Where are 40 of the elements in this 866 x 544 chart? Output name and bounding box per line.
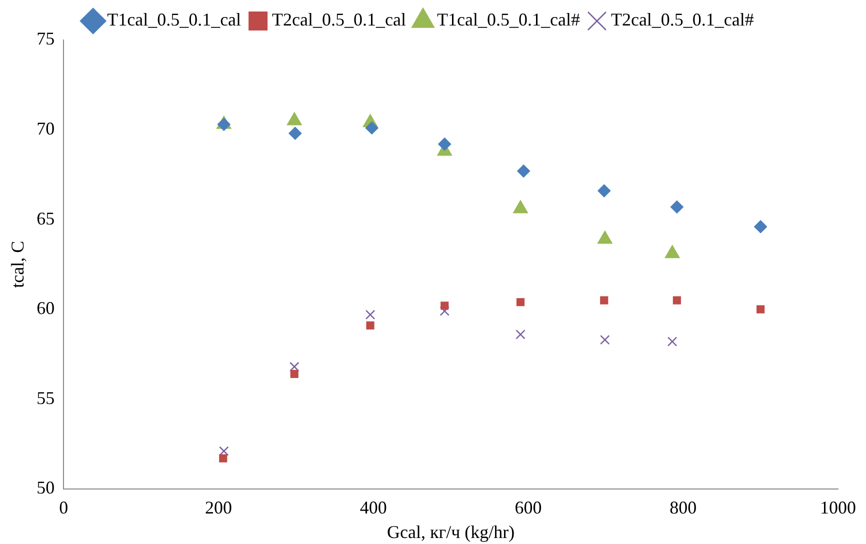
point	[440, 306, 450, 316]
point	[290, 370, 298, 378]
point	[517, 164, 530, 178]
point	[288, 126, 302, 140]
y-tick-label: 50	[36, 478, 55, 498]
legend-label: T1cal_0.5_0.1_cal	[107, 10, 242, 30]
point	[219, 454, 228, 462]
point	[672, 296, 681, 304]
point	[600, 334, 610, 345]
y-tick-label: 65	[36, 208, 55, 228]
point	[754, 220, 768, 234]
point	[440, 302, 449, 310]
point	[366, 321, 374, 330]
x-tick-label: 400	[360, 497, 387, 518]
y-axis-title: tcal, C	[8, 240, 28, 288]
point	[438, 138, 452, 151]
point	[667, 336, 678, 346]
y-tick-label: 60	[36, 298, 55, 318]
legend-label: T2cal_0.5_0.1_cal#	[610, 10, 754, 30]
x-axis-title: Gcal, кг/ч (kg/hr)	[386, 522, 515, 542]
legend-label: T1cal_0.5_0.1_cal#	[437, 10, 580, 30]
point	[365, 310, 376, 320]
y-tick-label: 70	[36, 118, 55, 138]
x-tick-label: 200	[204, 497, 232, 518]
point	[365, 121, 378, 134]
x-tick-label: 1000	[820, 497, 856, 518]
x-tick-label: 800	[670, 497, 697, 518]
point	[670, 200, 684, 214]
y-tick-label: 55	[36, 388, 55, 408]
x-tick-label: 0	[59, 497, 68, 518]
point	[516, 330, 526, 340]
point	[219, 446, 229, 456]
y-tick-label: 75	[36, 28, 55, 49]
x-tick-label: 600	[514, 497, 542, 518]
point	[600, 296, 608, 304]
legend-label: T2cal_0.5_0.1_cal	[272, 10, 406, 30]
point	[289, 362, 300, 372]
point	[756, 305, 765, 314]
point	[598, 184, 611, 198]
point	[516, 298, 525, 306]
